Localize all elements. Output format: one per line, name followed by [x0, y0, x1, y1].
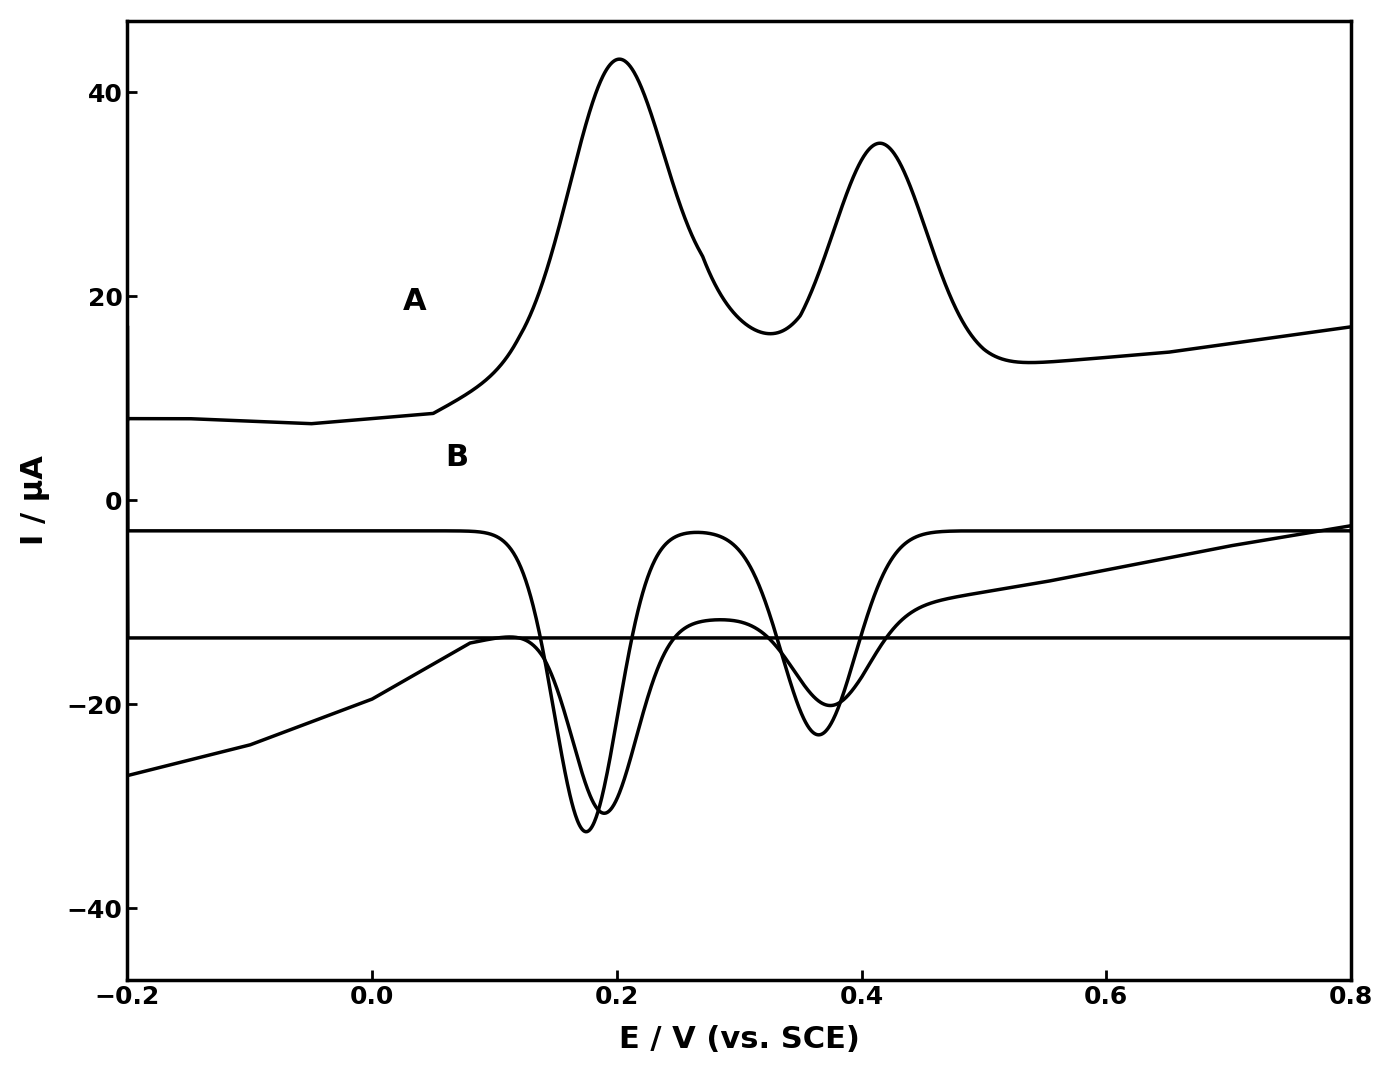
- Y-axis label: I / μA: I / μA: [21, 456, 50, 545]
- Text: A: A: [403, 287, 427, 316]
- Text: B: B: [446, 443, 468, 472]
- X-axis label: E / V (vs. SCE): E / V (vs. SCE): [619, 1026, 860, 1055]
